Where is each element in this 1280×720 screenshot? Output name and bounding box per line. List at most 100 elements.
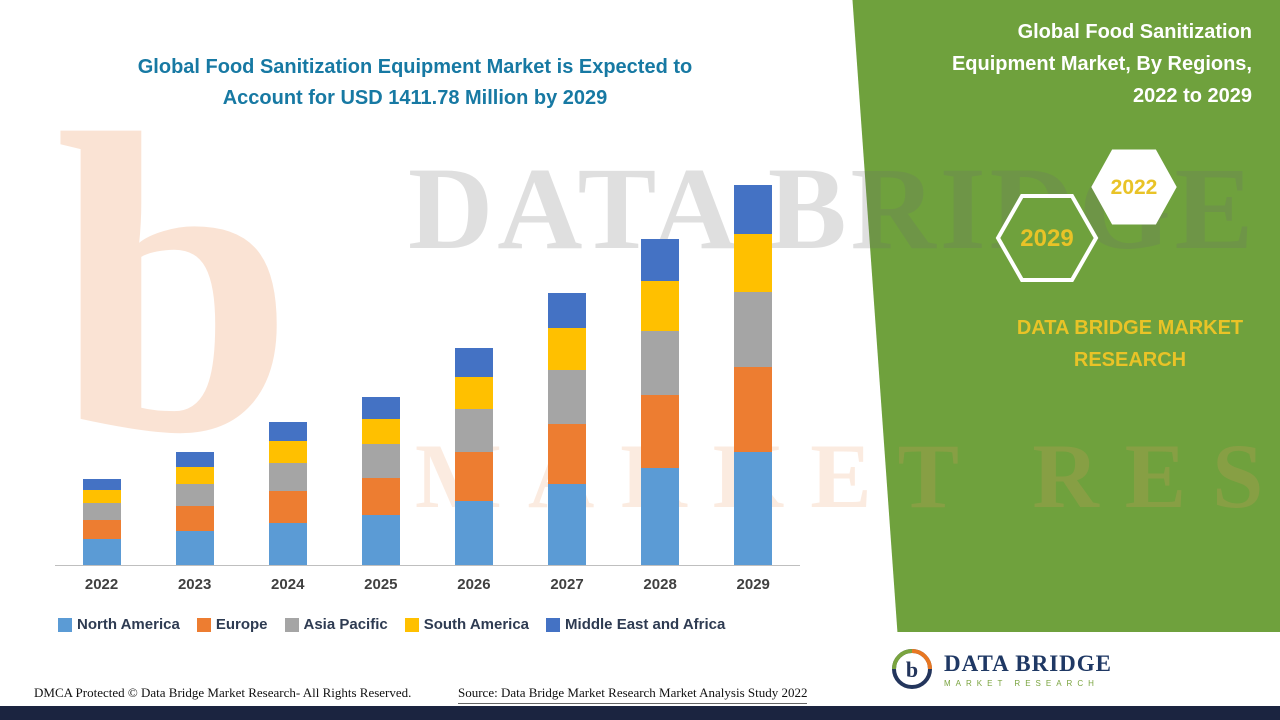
legend-swatch bbox=[546, 617, 561, 632]
bar-segment bbox=[361, 444, 400, 478]
bar-segment bbox=[548, 369, 587, 424]
panel-heading-line1: Global Food Sanitization bbox=[1017, 21, 1252, 43]
bar-segment bbox=[454, 452, 493, 501]
panel-heading-line3: 2022 to 2029 bbox=[1133, 85, 1252, 107]
stacked-bar-plot bbox=[55, 180, 800, 565]
bar-segment bbox=[268, 522, 307, 565]
bar-segment bbox=[641, 239, 680, 282]
bar-segment bbox=[454, 376, 493, 410]
bar-segment bbox=[641, 281, 680, 331]
bar-segment bbox=[175, 506, 214, 532]
bar-segment bbox=[641, 395, 680, 469]
legend-item: Asia Pacific bbox=[284, 616, 388, 633]
bar-segment bbox=[734, 185, 773, 234]
x-axis-label: 2024 bbox=[271, 576, 305, 593]
bar-segment bbox=[454, 348, 493, 377]
bar-segment bbox=[82, 490, 121, 504]
legend-label: South America bbox=[423, 616, 530, 633]
bar-segment bbox=[454, 409, 493, 453]
bar-segment bbox=[548, 484, 587, 565]
legend-item: Middle East and Africa bbox=[546, 616, 725, 633]
stacked-bar-2027 bbox=[548, 293, 587, 565]
bar-segment bbox=[548, 423, 587, 485]
bar-segment bbox=[361, 418, 400, 445]
data-bridge-logo-icon: b bbox=[892, 649, 932, 689]
chart-title: Global Food Sanitization Equipment Marke… bbox=[85, 52, 745, 114]
logo-card: b DATA BRIDGE MARKET RESEARCH bbox=[872, 632, 1280, 706]
hexagon-2029-shape bbox=[995, 194, 1099, 282]
stacked-bar-2026 bbox=[454, 348, 493, 565]
legend-swatch bbox=[58, 617, 72, 632]
chart-title-line1: Global Food Sanitization Equipment Marke… bbox=[137, 56, 693, 78]
stacked-bar-2028 bbox=[641, 239, 680, 565]
chart-legend: North America Europe Asia Pacific South Ame… bbox=[58, 616, 838, 633]
bar-segment bbox=[361, 514, 400, 565]
bar-segment bbox=[82, 503, 121, 521]
bar-column-2029 bbox=[707, 180, 800, 565]
bar-column-2027 bbox=[520, 180, 613, 565]
legend-swatch bbox=[284, 617, 299, 632]
legend-label: Europe bbox=[215, 616, 268, 633]
bar-segment bbox=[734, 291, 773, 368]
x-axis-label: 2029 bbox=[736, 576, 770, 593]
stacked-bar-2024 bbox=[268, 422, 307, 565]
legend-item: South America bbox=[404, 616, 530, 633]
bar-segment bbox=[175, 466, 214, 484]
logo-title: DATA BRIDGE bbox=[944, 650, 1112, 676]
panel-heading-line2: Equipment Market, By Regions, bbox=[951, 53, 1252, 75]
hexagon-2029-label: 2029 bbox=[1020, 225, 1073, 252]
bottom-accent-strip bbox=[0, 706, 1280, 720]
bar-segment bbox=[268, 491, 307, 523]
x-axis-label: 2023 bbox=[177, 576, 212, 593]
stacked-bar-2022 bbox=[82, 478, 121, 565]
bar-segment bbox=[175, 483, 214, 507]
chart-title-line2: Account for USD 1411.78 Million by 2029 bbox=[222, 87, 608, 109]
stacked-bar-2023 bbox=[175, 451, 214, 565]
bar-segment bbox=[82, 520, 121, 540]
legend-swatch bbox=[196, 617, 211, 632]
bar-segment bbox=[548, 328, 587, 370]
x-axis-label: 2028 bbox=[643, 576, 677, 593]
bar-segment bbox=[268, 440, 307, 463]
brand-text: DATA BRIDGE MARKET RESEARCH bbox=[975, 312, 1280, 376]
hexagon-2022-label: 2022 bbox=[1111, 176, 1158, 199]
bar-segment bbox=[734, 451, 773, 565]
brand-text-line2: RESEARCH bbox=[1073, 349, 1187, 371]
bar-segment bbox=[175, 451, 214, 467]
legend-item: North America bbox=[58, 616, 180, 633]
brand-text-line1: DATA BRIDGE MARKET bbox=[1016, 317, 1244, 339]
x-axis-line bbox=[55, 565, 800, 566]
bar-column-2024 bbox=[241, 180, 334, 565]
x-axis-label: 2027 bbox=[550, 576, 584, 593]
bar-segment bbox=[268, 462, 307, 491]
x-axis-label: 2025 bbox=[364, 576, 398, 593]
bar-segment bbox=[361, 396, 400, 419]
stacked-bar-2029 bbox=[734, 185, 773, 565]
bar-segment bbox=[454, 500, 493, 565]
source-note: Source: Data Bridge Market Research Mark… bbox=[458, 685, 808, 704]
legend-item: Europe bbox=[196, 616, 268, 633]
hexagon-badge-2029: 2029 bbox=[995, 194, 1099, 282]
legend-label: Asia Pacific bbox=[303, 616, 388, 633]
legend-label: Middle East and Africa bbox=[565, 616, 726, 633]
bar-segment bbox=[641, 330, 680, 396]
legend-swatch bbox=[404, 617, 419, 632]
svg-text:b: b bbox=[906, 657, 918, 682]
bar-column-2026 bbox=[427, 180, 520, 565]
bar-column-2023 bbox=[148, 180, 241, 565]
stacked-bar-2025 bbox=[361, 396, 400, 565]
x-axis-label: 2022 bbox=[84, 576, 119, 593]
x-axis-label: 2026 bbox=[457, 576, 491, 593]
panel-heading: Global Food Sanitization Equipment Marke… bbox=[862, 16, 1252, 112]
logo-text-wrap: DATA BRIDGE MARKET RESEARCH bbox=[944, 651, 1112, 688]
x-axis-labels: 2022 2023 2024 2025 2026 2027 2028 2029 bbox=[55, 576, 800, 593]
bar-segment bbox=[734, 367, 773, 452]
bar-segment bbox=[361, 477, 400, 515]
bar-segment bbox=[82, 478, 121, 491]
bar-segment bbox=[268, 422, 307, 441]
logo-subtitle: MARKET RESEARCH bbox=[944, 678, 1099, 688]
hexagon-badge-2022: 2022 bbox=[1091, 149, 1177, 225]
bar-segment bbox=[641, 468, 680, 565]
